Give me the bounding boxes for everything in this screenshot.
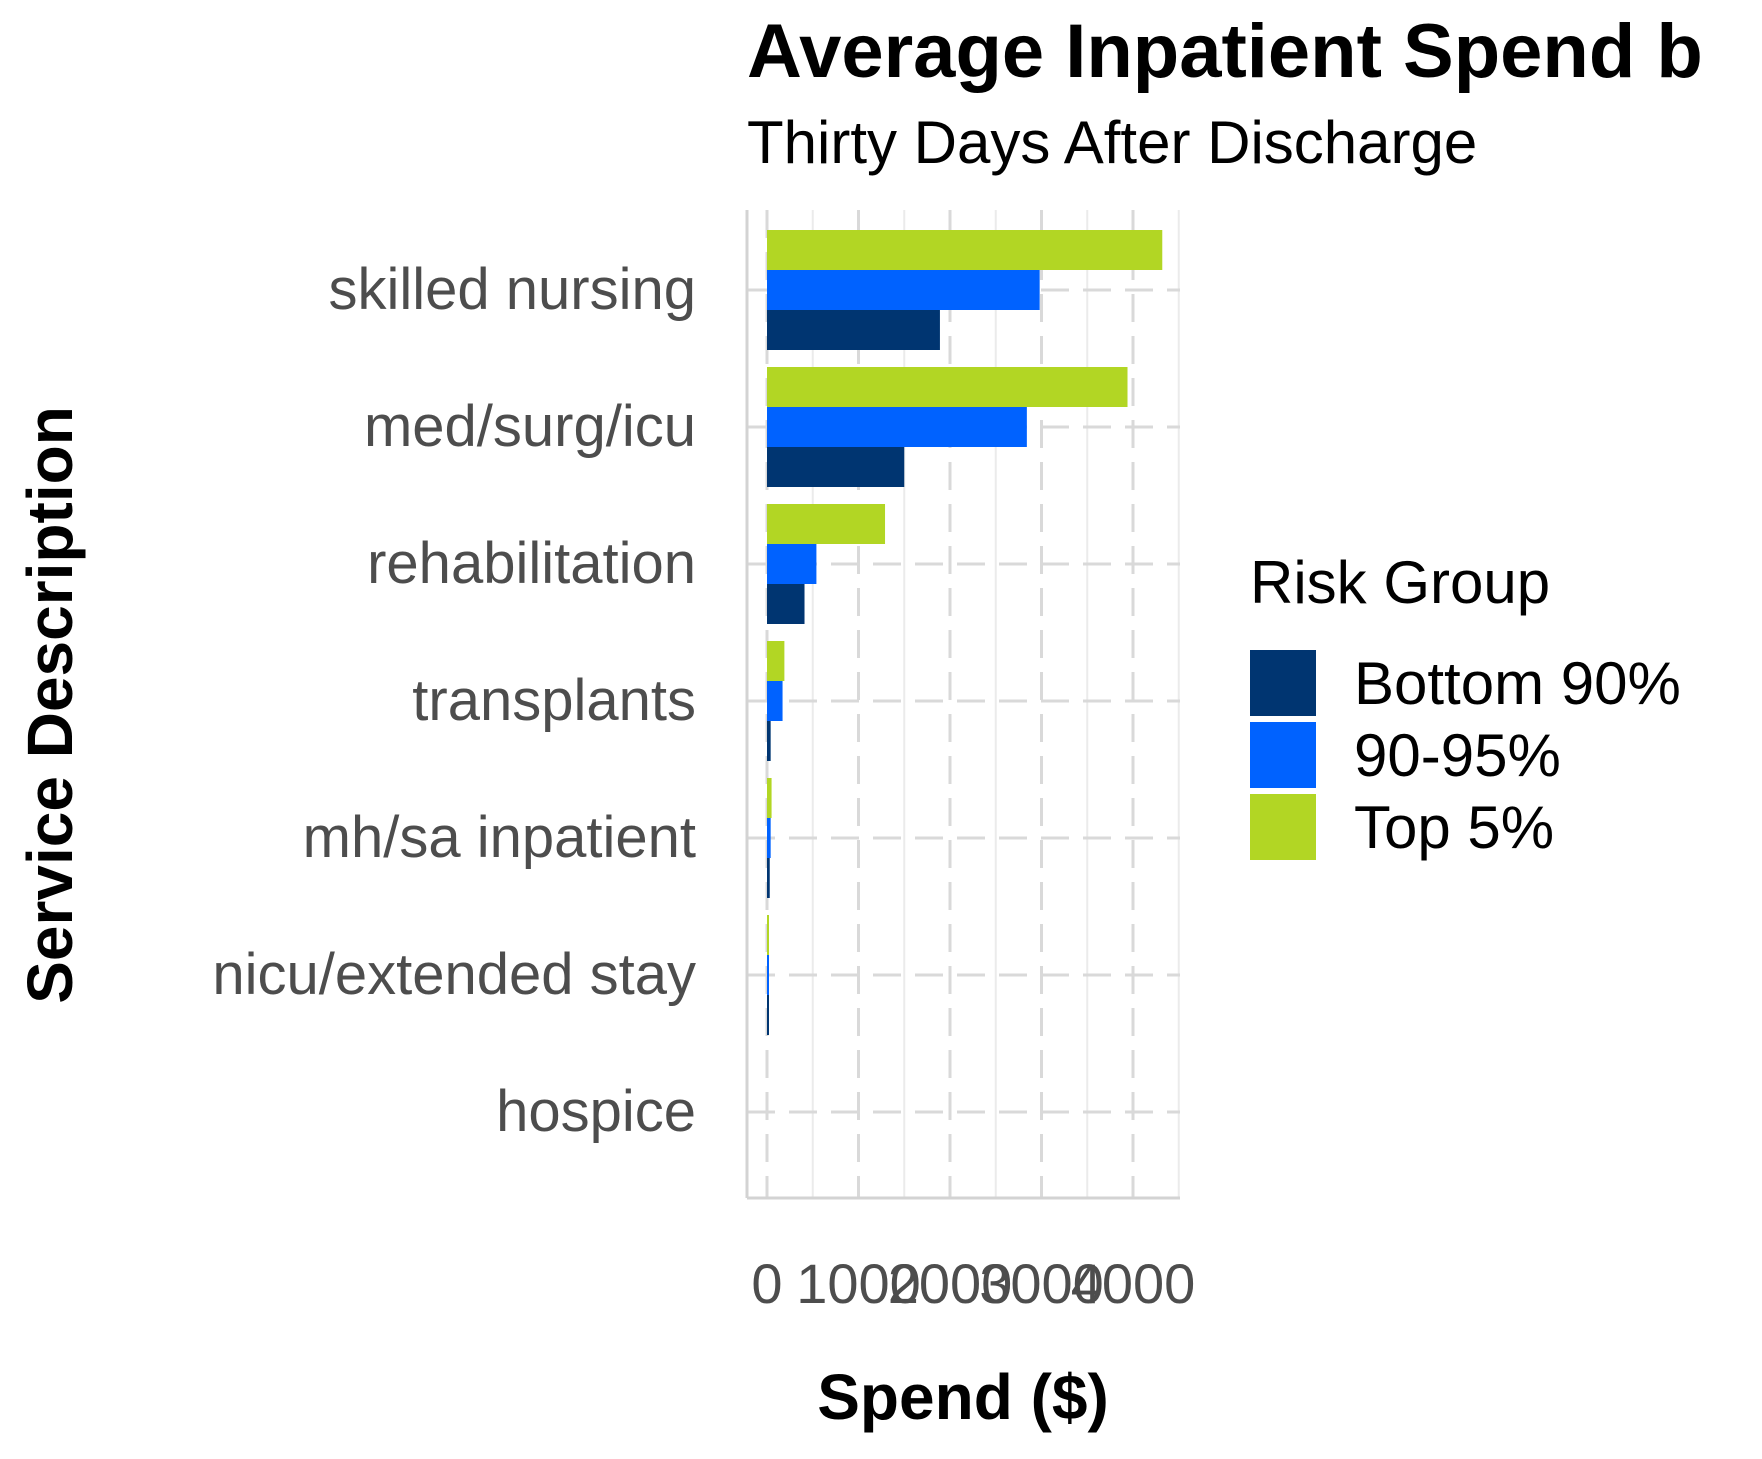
bar [767, 310, 940, 350]
legend-item: Top 5% [1250, 791, 1681, 863]
y-tick-label: hospice [496, 1079, 696, 1144]
legend-swatch [1250, 722, 1316, 788]
bar [767, 270, 1040, 310]
bar [767, 584, 805, 624]
legend-label: Bottom 90% [1354, 649, 1681, 717]
y-tick-label: mh/sa inpatient [302, 805, 696, 870]
y-tick-label: skilled nursing [328, 257, 696, 322]
legend-label: 90-95% [1354, 721, 1561, 789]
bar [767, 641, 785, 681]
bar [767, 681, 783, 721]
bar [767, 721, 771, 761]
bar [767, 447, 905, 487]
bar [767, 504, 886, 544]
bar [767, 818, 771, 858]
legend-item: Bottom 90% [1250, 647, 1681, 719]
bar [767, 955, 769, 995]
x-tick-label: 1000 [796, 1252, 921, 1315]
legend-swatch [1250, 650, 1316, 716]
bar [767, 995, 769, 1035]
bar [767, 230, 1163, 270]
bar [767, 407, 1027, 447]
x-tick-label: 3000 [979, 1252, 1104, 1315]
y-tick-label: rehabilitation [367, 531, 696, 596]
bar [767, 367, 1128, 407]
bar [767, 915, 769, 955]
x-tick-label: 2000 [887, 1252, 1013, 1315]
legend: Risk Group Bottom 90% 90-95% Top 5% [1250, 548, 1681, 863]
bar [767, 858, 770, 898]
y-tick-label: nicu/extended stay [212, 942, 696, 1007]
chart-subtitle: Thirty Days After Discharge [747, 109, 1478, 176]
y-tick-label: transplants [412, 668, 696, 733]
y-axis-title: Service Description [14, 406, 86, 1004]
bar [767, 778, 772, 818]
legend-label: Top 5% [1354, 793, 1555, 861]
x-tick-label: 0 [751, 1252, 783, 1315]
x-axis-title: Spend ($) [817, 1361, 1109, 1433]
y-tick-label: med/surg/icu [363, 394, 696, 459]
legend-items: Bottom 90% 90-95% Top 5% [1250, 647, 1681, 863]
legend-item: 90-95% [1250, 719, 1681, 791]
legend-title: Risk Group [1250, 549, 1551, 616]
chart-title: Average Inpatient Spend b [747, 9, 1703, 94]
x-tick-label: 4000 [1070, 1252, 1196, 1315]
legend-swatch [1250, 794, 1316, 860]
bar [767, 544, 817, 584]
